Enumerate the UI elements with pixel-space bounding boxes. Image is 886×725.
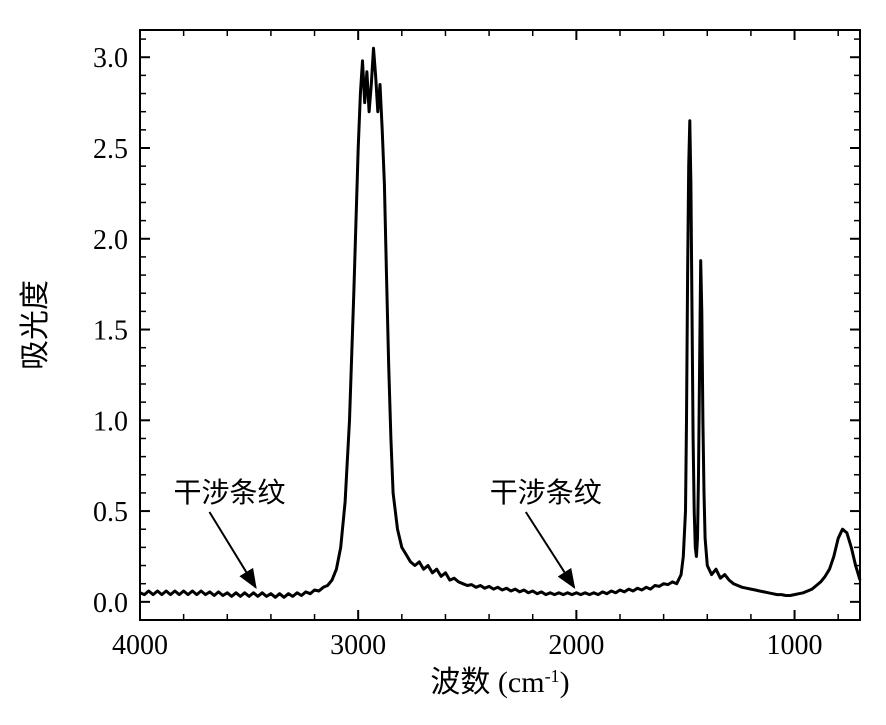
- spectrum-chart: 4000 3000 2000 1000 0.0 0.5 1.0 1.5 2.0 2.5 3.0 干涉条…: [0, 0, 886, 725]
- chart-svg: 4000 3000 2000 1000 0.0 0.5 1.0 1.5 2.0 2.5 3.0 干涉条…: [0, 0, 886, 725]
- svg-text:1.0: 1.0: [93, 406, 128, 437]
- svg-text:0.0: 0.0: [93, 588, 128, 619]
- svg-text:3000: 3000: [330, 630, 386, 661]
- svg-text:2.0: 2.0: [93, 225, 128, 256]
- svg-text:波数 (cm-1): 波数 (cm-1): [430, 666, 569, 699]
- svg-text:3.0: 3.0: [93, 43, 128, 74]
- svg-text:2.5: 2.5: [93, 134, 128, 165]
- svg-text:0.5: 0.5: [93, 497, 128, 528]
- svg-text:吸光度: 吸光度: [19, 280, 52, 370]
- svg-text:干涉条纹: 干涉条纹: [173, 477, 285, 509]
- svg-text:干涉条纹: 干涉条纹: [490, 477, 602, 509]
- svg-text:2000: 2000: [548, 630, 604, 661]
- svg-text:4000: 4000: [112, 630, 168, 661]
- svg-text:1000: 1000: [767, 630, 823, 661]
- svg-text:1.5: 1.5: [93, 316, 128, 347]
